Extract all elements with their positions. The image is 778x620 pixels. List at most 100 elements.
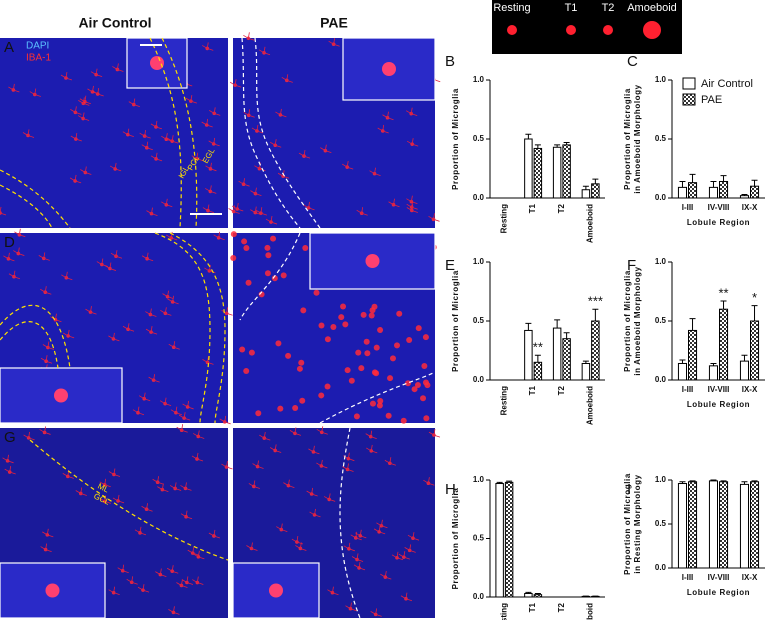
x-tick-label: Amoeboid xyxy=(586,386,595,425)
bar-chart: B 0.0 0.5 1.0 Proportion of Microglia Resting… xyxy=(445,53,605,243)
process xyxy=(376,519,388,529)
error-bar xyxy=(710,180,717,188)
cell xyxy=(264,270,271,277)
process xyxy=(275,108,287,118)
y-tick-label: 0.5 xyxy=(655,134,667,143)
process xyxy=(343,542,355,552)
process xyxy=(80,166,92,175)
layer-boundary xyxy=(0,321,59,369)
morphology-label: T1 xyxy=(565,2,578,14)
process xyxy=(90,68,103,78)
process xyxy=(152,476,164,485)
error-bar xyxy=(563,142,570,145)
x-tick-label: T2 xyxy=(557,602,566,612)
error-bar xyxy=(534,144,541,149)
y-tick-label: 1.0 xyxy=(655,475,667,484)
process xyxy=(3,252,15,262)
process xyxy=(255,207,267,216)
process xyxy=(243,32,255,41)
y-tick-label: 0.0 xyxy=(473,375,485,384)
inset-cell xyxy=(269,583,283,598)
significance: * xyxy=(752,290,757,305)
process xyxy=(228,205,240,214)
error-bar xyxy=(563,332,570,339)
panel-letter: G xyxy=(4,429,16,446)
x-tick-label: IX-X xyxy=(742,385,758,394)
process xyxy=(328,38,340,47)
cell xyxy=(299,397,306,404)
morphology-label: T2 xyxy=(602,2,615,14)
y-tick-label: 0.0 xyxy=(655,193,667,202)
bar xyxy=(552,146,562,199)
error-bar xyxy=(582,360,589,364)
error-bar xyxy=(689,173,696,183)
process xyxy=(316,459,328,469)
error-bar xyxy=(689,318,696,331)
y-axis-label: Proportion of Microglia xyxy=(451,488,460,590)
panel-letter: C xyxy=(627,53,638,70)
process xyxy=(208,137,220,147)
y-axis-label: Proportion of Microglia xyxy=(623,473,632,575)
process xyxy=(406,195,418,205)
y-axis-label: in Amoeboid Morphology xyxy=(633,84,642,193)
morphology-label: Resting xyxy=(493,2,530,14)
y-tick-label: 1.0 xyxy=(473,257,485,266)
bar xyxy=(552,327,562,381)
bar xyxy=(533,594,543,598)
layer-boundary xyxy=(239,232,301,321)
process xyxy=(122,323,135,332)
error-bar xyxy=(751,305,758,321)
cell xyxy=(369,400,376,407)
process xyxy=(289,427,302,436)
bar xyxy=(739,483,750,569)
y-tick-label: 0.5 xyxy=(655,316,667,325)
bar xyxy=(708,480,719,569)
process xyxy=(191,152,203,162)
process xyxy=(341,161,354,170)
cell xyxy=(324,383,331,390)
error-bar xyxy=(710,362,717,366)
x-tick-label: IV-VIII xyxy=(708,203,730,212)
process xyxy=(161,133,173,142)
process xyxy=(78,97,90,106)
bar xyxy=(495,483,504,598)
cell xyxy=(396,310,403,317)
inset-cell xyxy=(365,254,380,268)
x-tick-label: I-III xyxy=(682,573,694,582)
process xyxy=(8,83,20,93)
cell xyxy=(377,327,384,334)
process xyxy=(251,124,264,134)
process xyxy=(69,174,82,184)
process xyxy=(99,478,111,488)
cell xyxy=(248,349,255,356)
cell xyxy=(280,272,287,279)
process xyxy=(320,144,332,154)
y-tick-label: 0.5 xyxy=(473,134,485,143)
process xyxy=(40,543,52,552)
y-axis-label: Proportion of Microglia xyxy=(623,88,632,190)
process xyxy=(298,150,311,159)
x-tick-label: IV-VIII xyxy=(708,573,730,582)
panel-letter: D xyxy=(4,234,15,251)
process xyxy=(351,553,364,562)
process xyxy=(38,252,50,261)
process xyxy=(365,430,377,440)
cell xyxy=(385,412,392,419)
cell xyxy=(387,375,394,382)
process xyxy=(269,444,282,453)
process xyxy=(146,207,158,217)
process xyxy=(350,531,362,541)
panel-letter: E xyxy=(445,257,455,274)
process xyxy=(213,231,225,241)
error-bar xyxy=(525,322,532,331)
process xyxy=(192,576,204,585)
process xyxy=(303,201,315,211)
process xyxy=(99,495,111,504)
process xyxy=(168,341,180,350)
cell xyxy=(340,303,347,310)
error-bar xyxy=(506,480,513,483)
y-tick-label: 0.0 xyxy=(655,563,667,572)
process xyxy=(248,480,260,489)
bar xyxy=(533,361,543,381)
